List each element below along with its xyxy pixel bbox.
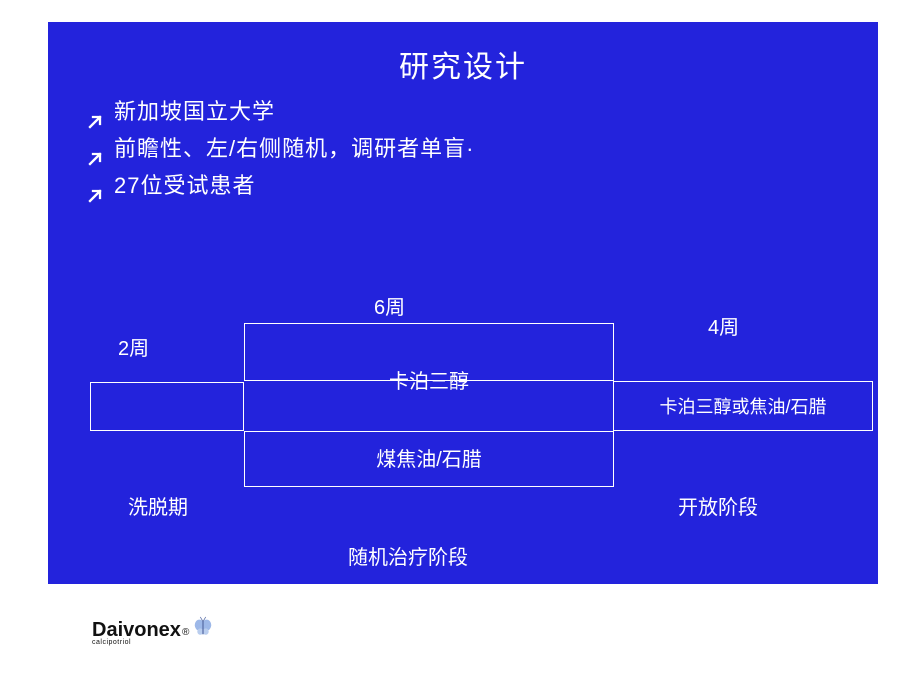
label-washout: 洗脱期 — [128, 491, 188, 520]
bullet-item: 新加坡国立大学 — [88, 94, 474, 129]
arrow-icon — [88, 141, 104, 157]
slide: 研究设计 新加坡国立大学 前瞻性、左/右侧随机，调研者单盲· 27位受试患者 6… — [48, 22, 878, 584]
logo-text-block: Daivonex calcipotriol — [92, 620, 181, 646]
label-open-phase: 开放阶段 — [678, 491, 758, 520]
brand-logo: Daivonex calcipotriol ® — [92, 620, 214, 646]
bullet-item: 27位受试患者 — [88, 168, 474, 203]
slide-title: 研究设计 — [48, 42, 878, 86]
registered-icon: ® — [182, 627, 189, 638]
label-6w: 6周 — [374, 291, 405, 320]
butterfly-icon — [192, 616, 214, 638]
bullet-text: 27位受试患者 — [114, 168, 255, 203]
box-top-treatment: 卡泊三醇 — [244, 323, 614, 381]
box-bottom-label: 煤焦油/石腊 — [376, 449, 482, 471]
bullet-text: 前瞻性、左/右侧随机，调研者单盲· — [114, 131, 474, 166]
box-bottom-treatment: 煤焦油/石腊 — [244, 431, 614, 487]
label-4w: 4周 — [708, 311, 739, 340]
box-right-treatment: 卡泊三醇或焦油/石腊 — [613, 381, 873, 431]
study-diagram: 6周 4周 2周 卡泊三醇 卡泊三醇或焦油/石腊 煤焦油/石腊 洗脱期 开放阶段… — [48, 277, 878, 577]
label-random-phase: 随机治疗阶段 — [348, 541, 468, 570]
box-right-label: 卡泊三醇或焦油/石腊 — [659, 397, 826, 417]
box-washout — [90, 382, 244, 431]
bullet-text: 新加坡国立大学 — [114, 94, 275, 129]
bullet-item: 前瞻性、左/右侧随机，调研者单盲· — [88, 131, 474, 166]
logo-brand: Daivonex — [92, 620, 181, 640]
box-top-label: 卡泊三醇 — [389, 372, 469, 400]
label-2w: 2周 — [118, 332, 149, 361]
bullet-list: 新加坡国立大学 前瞻性、左/右侧随机，调研者单盲· 27位受试患者 — [88, 94, 474, 206]
arrow-icon — [88, 104, 104, 120]
arrow-icon — [88, 178, 104, 194]
